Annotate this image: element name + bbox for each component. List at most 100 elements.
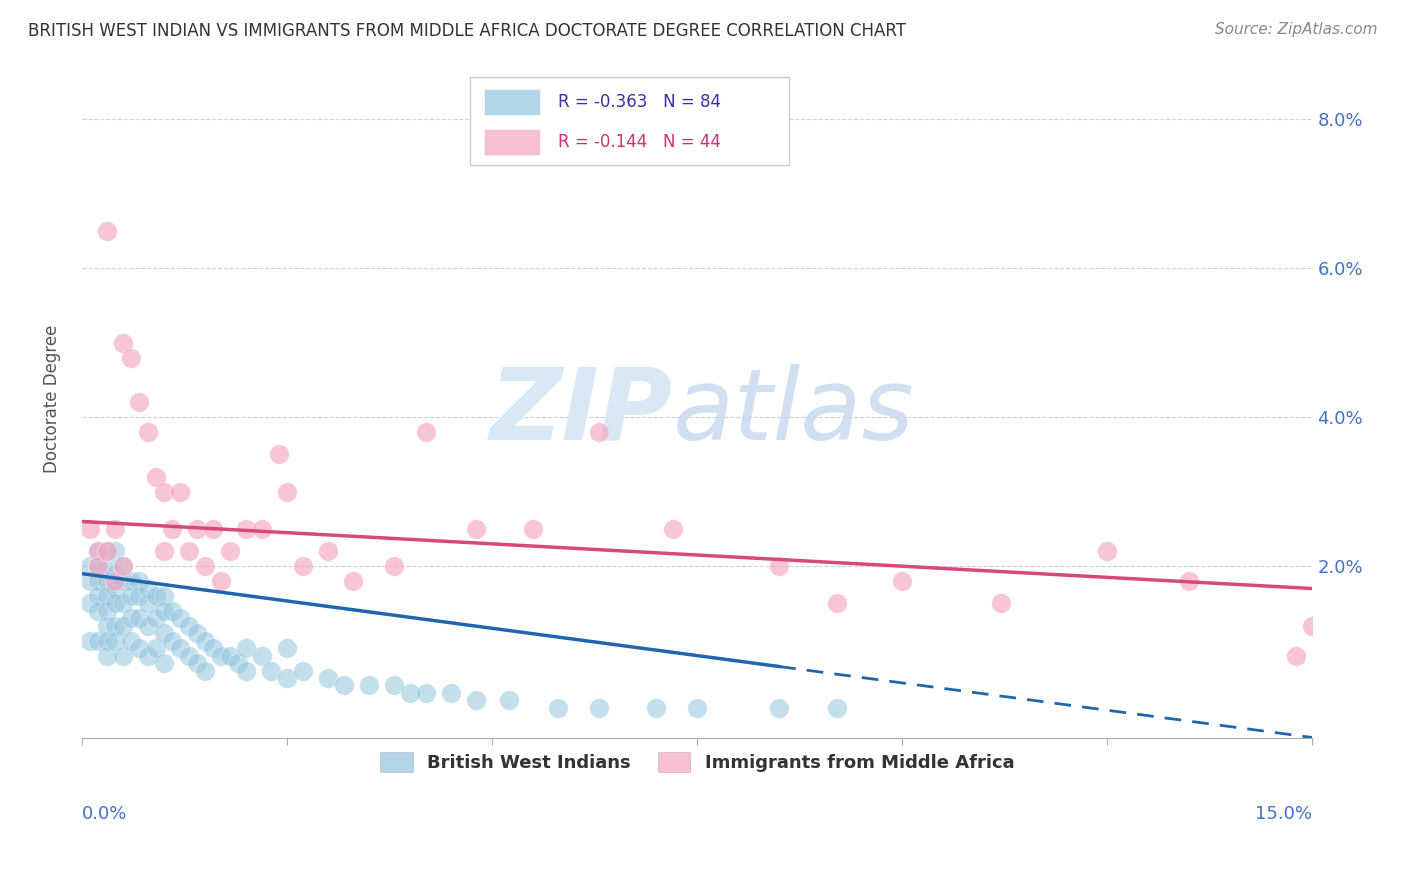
Point — [87, 574, 110, 588]
Point — [267, 447, 290, 461]
Point — [547, 700, 569, 714]
Point — [111, 648, 134, 663]
Point — [79, 574, 101, 588]
Point — [169, 484, 191, 499]
Point — [235, 641, 257, 656]
Point — [235, 522, 257, 536]
Point — [104, 619, 127, 633]
Point — [292, 559, 315, 574]
Point — [79, 559, 101, 574]
Point — [111, 559, 134, 574]
Point — [96, 648, 118, 663]
Point — [87, 589, 110, 603]
Point — [415, 425, 437, 439]
Point — [342, 574, 364, 588]
Point — [177, 544, 200, 558]
Point — [160, 522, 183, 536]
Point — [825, 597, 848, 611]
Point — [276, 484, 298, 499]
Point — [136, 425, 159, 439]
Text: BRITISH WEST INDIAN VS IMMIGRANTS FROM MIDDLE AFRICA DOCTORATE DEGREE CORRELATIO: BRITISH WEST INDIAN VS IMMIGRANTS FROM M… — [28, 22, 905, 40]
Point — [120, 633, 142, 648]
Point — [160, 604, 183, 618]
Text: 15.0%: 15.0% — [1256, 805, 1312, 822]
Point — [87, 544, 110, 558]
Point — [128, 641, 150, 656]
Point — [252, 648, 274, 663]
Point — [333, 678, 356, 692]
Point — [111, 559, 134, 574]
Text: R = -0.363   N = 84: R = -0.363 N = 84 — [558, 93, 721, 111]
Point — [111, 335, 134, 350]
Point — [202, 522, 225, 536]
Point — [153, 484, 176, 499]
Point — [588, 425, 610, 439]
Point — [111, 574, 134, 588]
Point — [79, 633, 101, 648]
Point — [226, 656, 249, 670]
Point — [259, 664, 281, 678]
Point — [87, 544, 110, 558]
Point — [128, 395, 150, 409]
Point — [186, 656, 208, 670]
Point — [87, 559, 110, 574]
Point — [136, 582, 159, 596]
Point — [194, 633, 217, 648]
Point — [1097, 544, 1119, 558]
Point — [382, 678, 405, 692]
Point — [194, 664, 217, 678]
Point — [990, 597, 1012, 611]
Point — [128, 589, 150, 603]
Point — [768, 559, 790, 574]
Point — [104, 566, 127, 581]
Point — [186, 522, 208, 536]
Point — [104, 574, 127, 588]
Point — [1178, 574, 1201, 588]
Point — [825, 700, 848, 714]
Point — [79, 522, 101, 536]
Point — [87, 633, 110, 648]
Point — [111, 597, 134, 611]
Point — [120, 574, 142, 588]
Point — [464, 693, 486, 707]
Point — [588, 700, 610, 714]
Point — [153, 544, 176, 558]
Point — [120, 351, 142, 365]
Point — [382, 559, 405, 574]
Point — [153, 589, 176, 603]
Point — [96, 633, 118, 648]
Point — [136, 619, 159, 633]
Point — [104, 582, 127, 596]
Point — [194, 559, 217, 574]
Point — [145, 641, 167, 656]
Point — [218, 648, 240, 663]
Point — [768, 700, 790, 714]
Point — [104, 597, 127, 611]
Point — [169, 611, 191, 625]
Point — [316, 671, 339, 685]
Point — [160, 633, 183, 648]
Point — [218, 544, 240, 558]
Point — [96, 544, 118, 558]
Point — [1285, 648, 1308, 663]
Point — [104, 544, 127, 558]
Text: atlas: atlas — [672, 364, 914, 460]
Point — [145, 611, 167, 625]
Text: ZIP: ZIP — [489, 364, 672, 460]
Y-axis label: Doctorate Degree: Doctorate Degree — [44, 325, 60, 473]
Point — [87, 604, 110, 618]
Point — [498, 693, 520, 707]
Bar — [484, 88, 540, 114]
Point — [145, 470, 167, 484]
Point — [645, 700, 668, 714]
Point — [96, 619, 118, 633]
Text: 0.0%: 0.0% — [82, 805, 128, 822]
Text: Source: ZipAtlas.com: Source: ZipAtlas.com — [1215, 22, 1378, 37]
Point — [522, 522, 544, 536]
Point — [399, 686, 422, 700]
Point — [1301, 619, 1323, 633]
Point — [96, 544, 118, 558]
Point — [209, 574, 232, 588]
Point — [120, 589, 142, 603]
Point — [276, 641, 298, 656]
